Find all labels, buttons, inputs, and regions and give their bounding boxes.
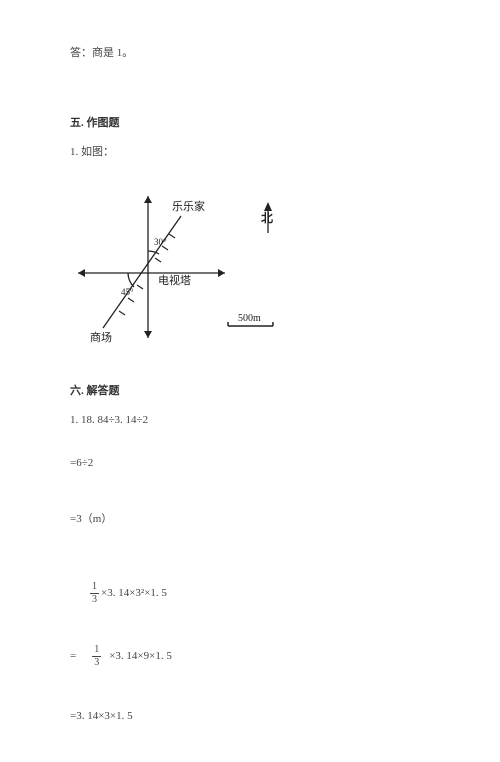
fraction-1-3-b: 1 3 [92, 645, 101, 668]
compass-arrow [264, 202, 272, 211]
s6-line2: =6÷2 [70, 455, 430, 472]
arc-30 [148, 251, 159, 254]
section5-heading: 五. 作图题 [70, 114, 430, 130]
diagonal-line [103, 216, 181, 328]
spacer [70, 80, 430, 88]
s6-line5-tail: ×3. 14×9×1. 5 [109, 650, 172, 662]
figure-container: 乐乐家 北 30° 电视塔 45° 商场 500m [70, 178, 430, 356]
s6-line4-tail: ×3. 14×3²×1. 5 [101, 587, 167, 599]
spacer [70, 447, 430, 455]
fraction-1-3: 1 3 [90, 582, 99, 605]
s6-line5: = 1 3 ×3. 14×9×1. 5 [70, 645, 430, 668]
label-north: 北 [261, 210, 273, 225]
arrow-north [144, 196, 152, 203]
frac-num: 1 [90, 582, 99, 594]
answer-text: 答：商是 1。 [70, 45, 430, 62]
spacer [70, 489, 430, 511]
label-scale: 500m [238, 313, 261, 324]
s6-line1: 1. 18. 84÷3. 14÷2 [70, 412, 430, 429]
arrow-west [78, 269, 85, 277]
label-30deg: 30° [154, 237, 167, 247]
label-lele-home: 乐乐家 [172, 199, 205, 213]
spacer [70, 609, 430, 645]
frac-den: 3 [90, 594, 99, 605]
page-root: 答：商是 1。 五. 作图题 1. 如图： [0, 0, 500, 762]
s6-line5-head: = [70, 650, 76, 662]
s6-line3: =3（m） [70, 511, 430, 528]
spacer [70, 546, 430, 582]
spacer [70, 672, 430, 708]
arrow-east [218, 269, 225, 277]
label-tv-tower: 电视塔 [158, 273, 191, 287]
label-mall: 商场 [90, 330, 112, 344]
section6-heading: 六. 解答题 [70, 382, 430, 398]
s6-line6: =3. 14×3×1. 5 [70, 708, 430, 725]
diagram-svg: 乐乐家 北 30° 电视塔 45° 商场 500m [70, 178, 300, 353]
arrow-south [144, 331, 152, 338]
s6-line4: 1 3 ×3. 14×3²×1. 5 [70, 582, 430, 605]
section5-item1: 1. 如图： [70, 144, 430, 161]
frac-num-b: 1 [92, 645, 101, 657]
label-45deg: 45° [121, 287, 134, 297]
frac-den-b: 3 [92, 657, 101, 668]
